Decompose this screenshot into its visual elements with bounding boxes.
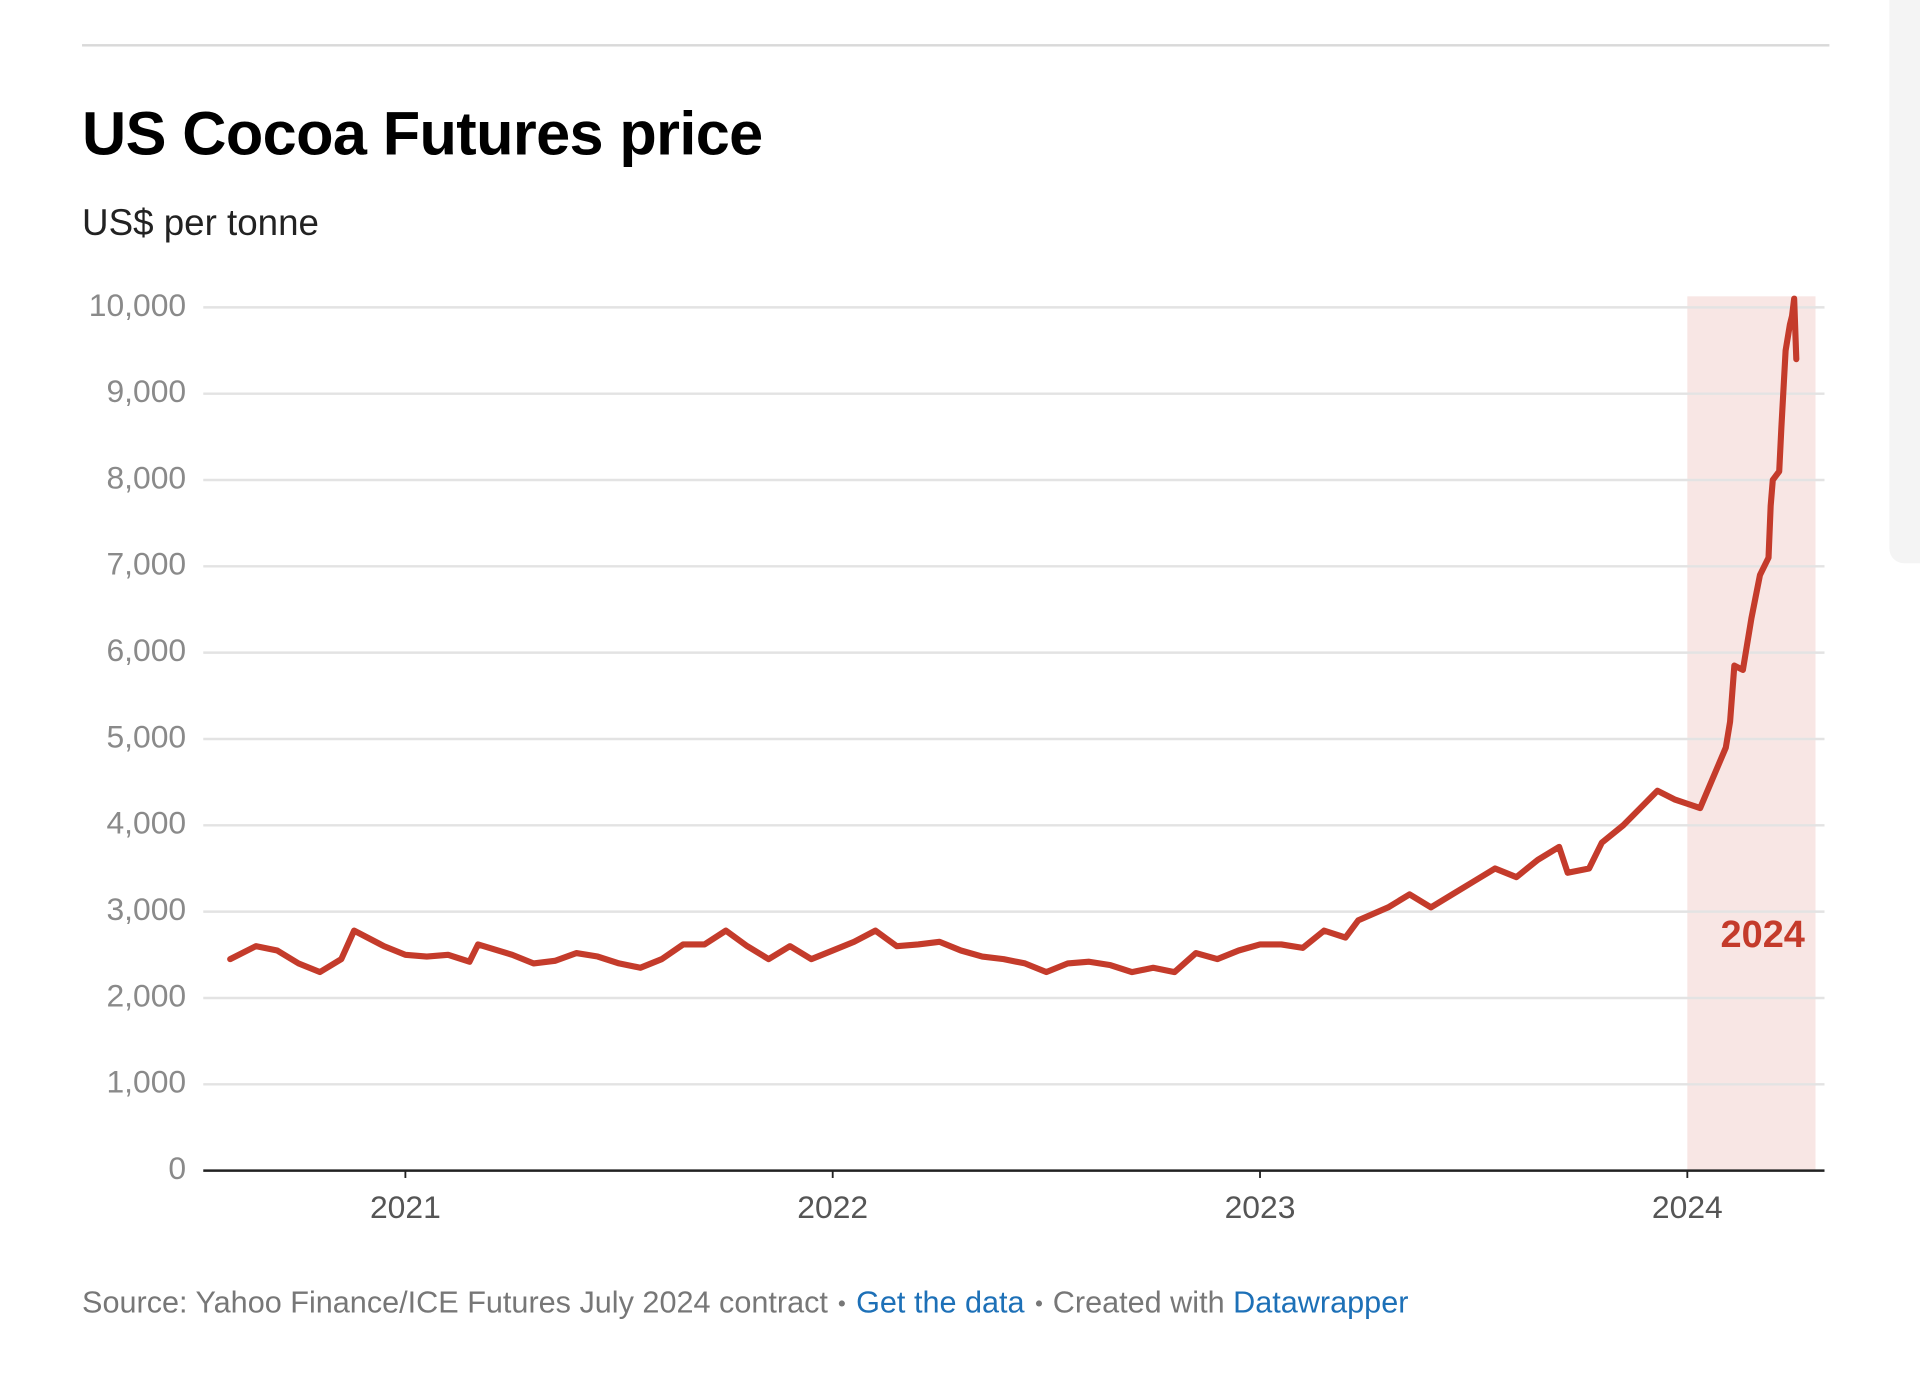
y-tick-label: 6,000 bbox=[106, 632, 186, 668]
credit-link[interactable]: Datawrapper bbox=[1233, 1285, 1409, 1321]
chart-title: US Cocoa Futures price bbox=[82, 99, 763, 168]
source-note: Source: Yahoo Finance/ICE Futures July 2… bbox=[82, 1285, 828, 1321]
y-tick-label: 5,000 bbox=[106, 718, 186, 754]
y-tick-label: 10,000 bbox=[89, 287, 186, 323]
y-tick-label: 8,000 bbox=[106, 459, 186, 495]
y-tick-label: 0 bbox=[168, 1150, 186, 1186]
separator bbox=[1035, 1300, 1042, 1307]
footer: Source: Yahoo Finance/ICE Futures July 2… bbox=[82, 1286, 1408, 1322]
highlight-label: 2024 bbox=[1721, 914, 1805, 956]
x-tick-label: 2024 bbox=[1652, 1189, 1723, 1225]
y-tick-label: 1,000 bbox=[106, 1064, 186, 1100]
y-tick-label: 3,000 bbox=[106, 891, 186, 927]
chart-subtitle: US$ per tonne bbox=[82, 203, 319, 244]
data-link[interactable]: Get the data bbox=[856, 1285, 1025, 1321]
x-tick-label: 2022 bbox=[797, 1189, 868, 1225]
credit: Created with bbox=[1052, 1285, 1225, 1321]
top-rule bbox=[82, 44, 1830, 47]
side-panel bbox=[1889, 0, 1920, 564]
price-line bbox=[227, 295, 1800, 976]
x-tick-label: 2023 bbox=[1225, 1189, 1296, 1225]
y-tick-label: 9,000 bbox=[106, 373, 186, 409]
separator bbox=[838, 1300, 846, 1307]
y-tick-label: 7,000 bbox=[106, 546, 186, 582]
y-tick-label: 2,000 bbox=[106, 977, 186, 1013]
y-tick-label: 4,000 bbox=[106, 805, 186, 841]
x-tick-label: 2021 bbox=[370, 1189, 441, 1225]
highlight-band bbox=[1687, 296, 1816, 1171]
